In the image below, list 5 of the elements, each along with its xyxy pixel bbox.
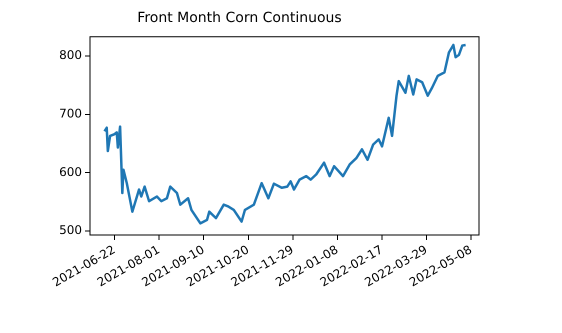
y-tick-label: 500	[59, 223, 82, 238]
y-tick-label: 600	[59, 164, 82, 179]
chart-title: Front Month Corn Continuous	[137, 10, 342, 26]
y-tick-label: 700	[59, 106, 82, 120]
y-tick-label: 800	[59, 48, 82, 62]
